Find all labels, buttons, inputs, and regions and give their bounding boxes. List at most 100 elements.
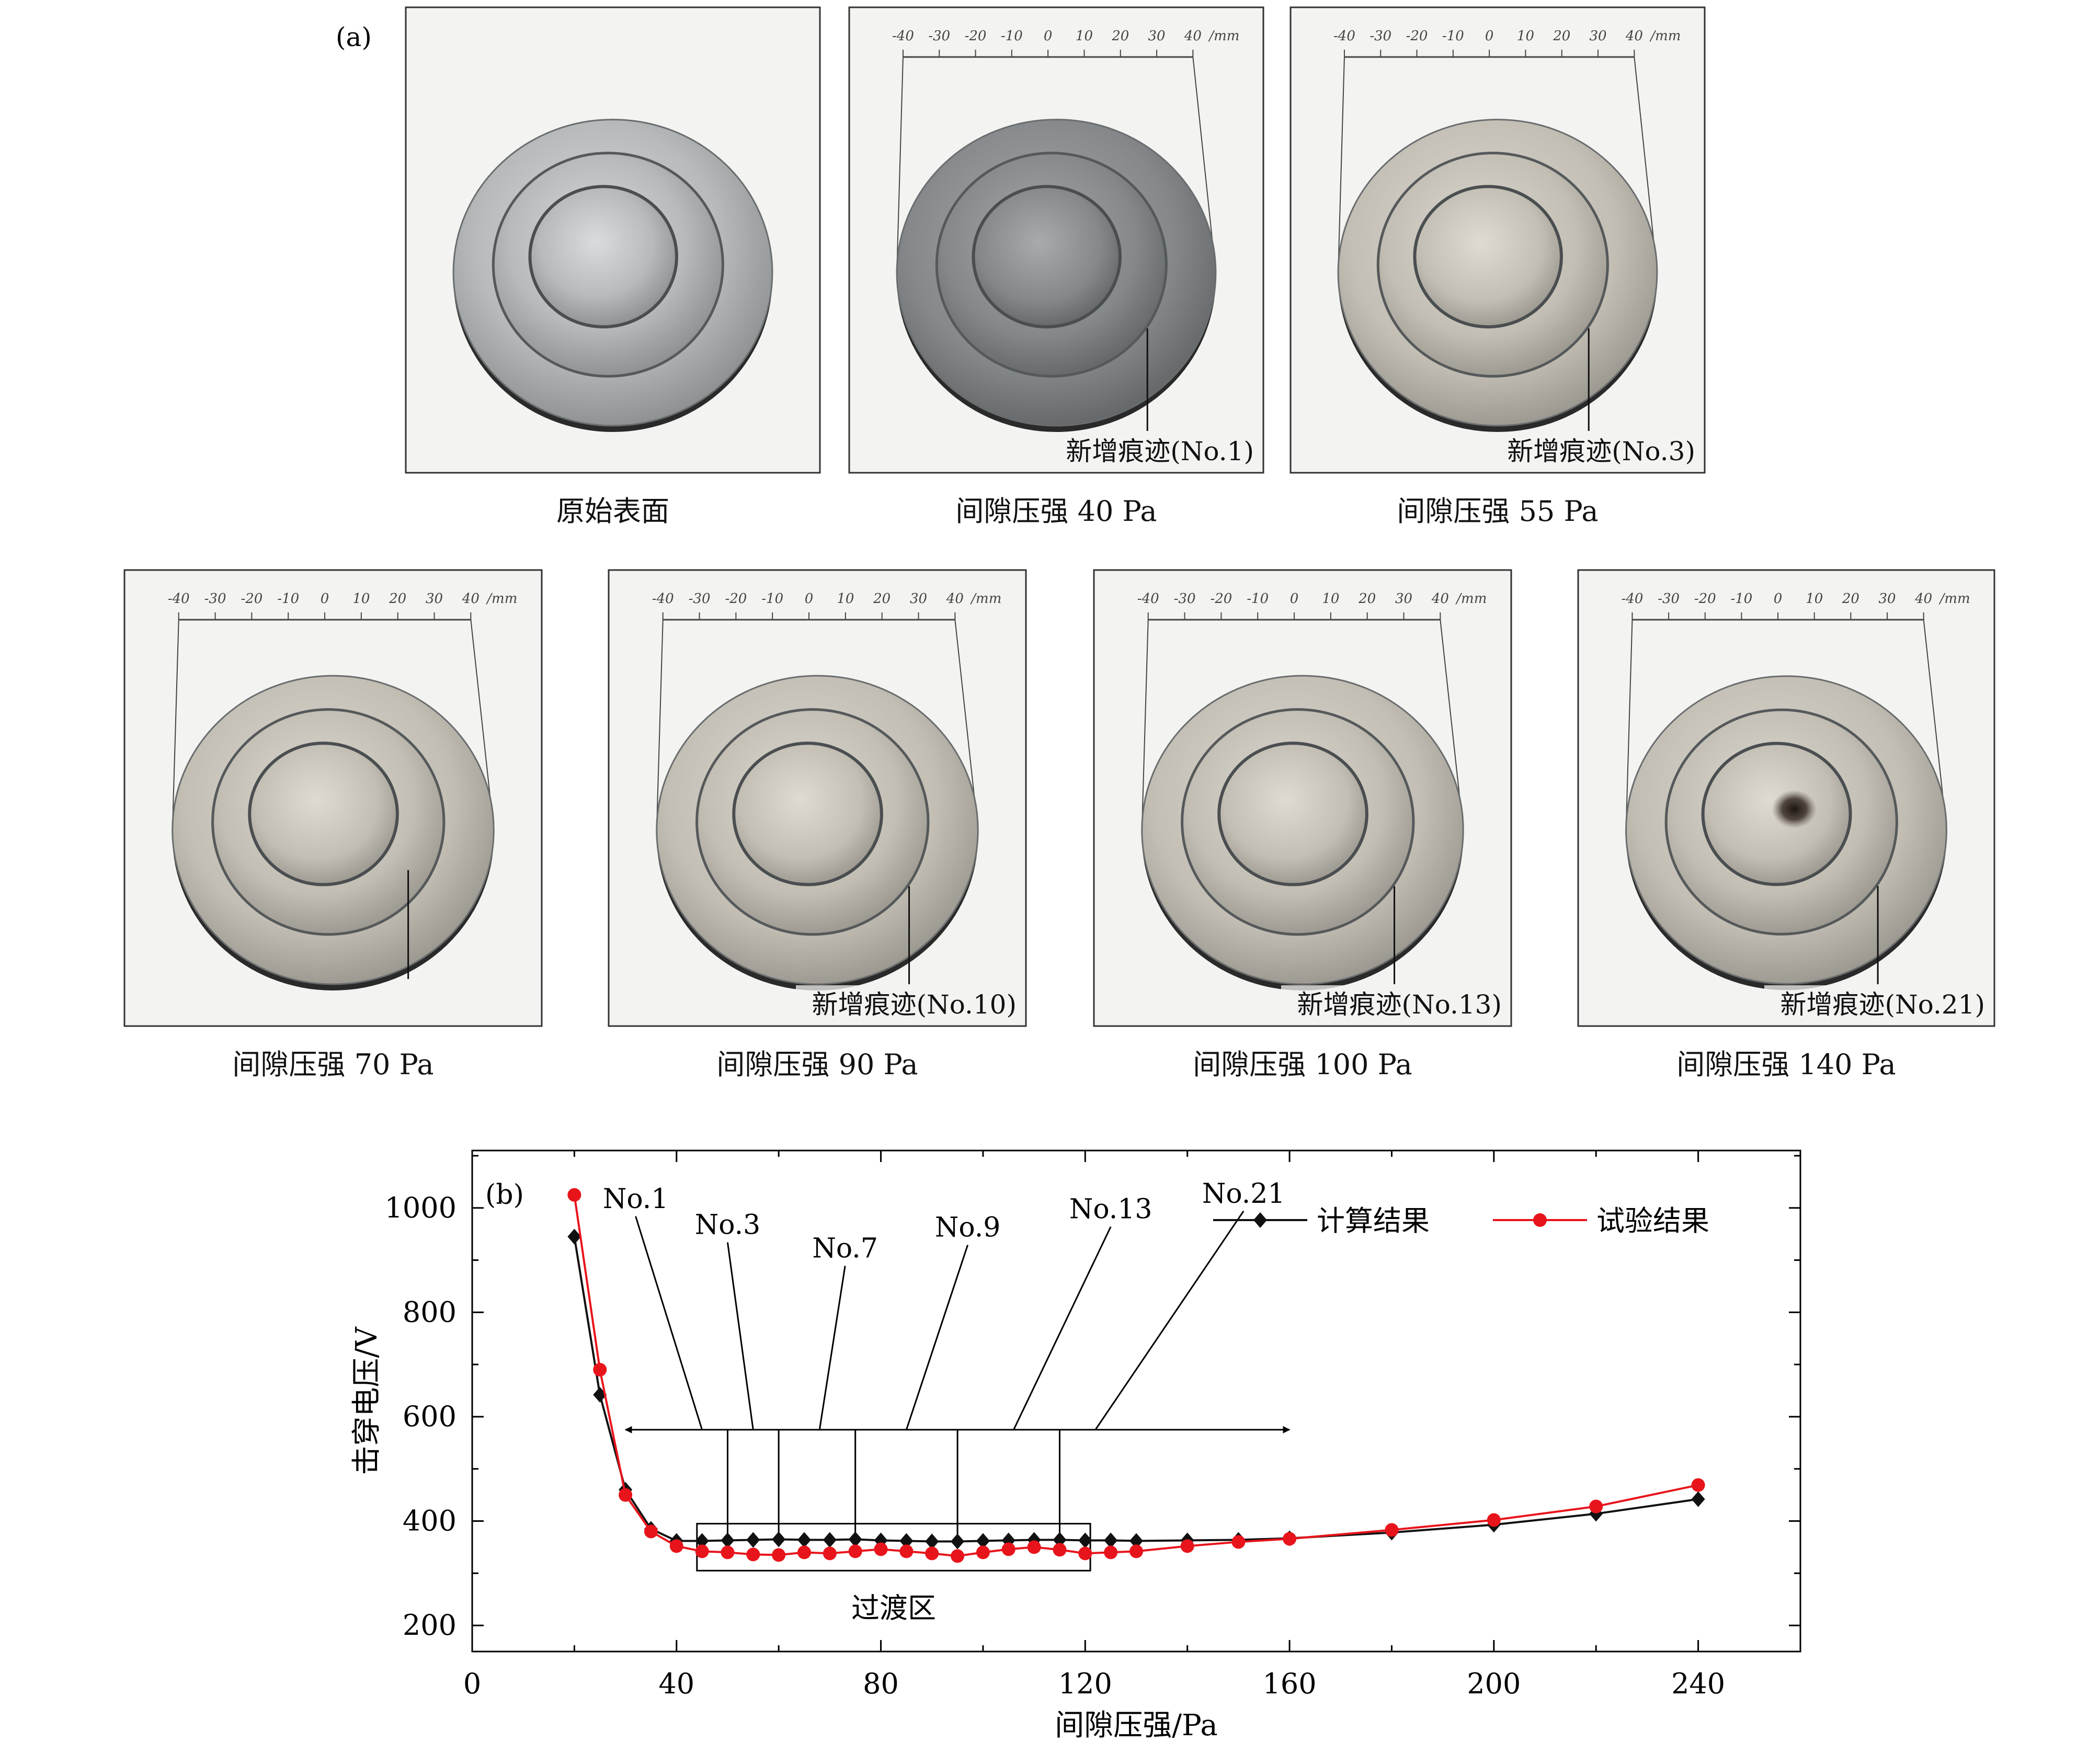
annotation-label: No.21: [1202, 1178, 1285, 1210]
ruler-tick-label: -20: [1406, 28, 1428, 44]
ruler-unit: /mm: [485, 591, 517, 607]
ruler-tick-label: 0: [1290, 591, 1299, 607]
ruler-tick-label: -40: [1137, 591, 1159, 607]
ruler-tick-label: -30: [928, 28, 950, 44]
data-point-exp: [1487, 1513, 1501, 1527]
data-point-calc: [951, 1533, 965, 1550]
ruler-tick-label: 30: [1878, 591, 1896, 607]
annotation-leader: [726, 1242, 754, 1430]
ruler-tick-label: 40: [462, 591, 480, 607]
ruler-tick-label: -10: [1730, 591, 1752, 607]
ruler-unit: /mm: [1207, 28, 1239, 44]
disc-top: [528, 185, 678, 328]
x-tick-label: 200: [1467, 1667, 1521, 1700]
note-backdrop: [796, 985, 1024, 1022]
ruler-guide-line: [1625, 619, 1633, 830]
data-point-exp: [874, 1542, 888, 1556]
panel-b-label: (b): [485, 1179, 524, 1211]
legend-marker: [1533, 1213, 1547, 1227]
ruler-tick-label: -30: [689, 591, 711, 607]
ruler-tick-label: 40: [1431, 591, 1449, 607]
data-point-calc: [1129, 1533, 1143, 1549]
ruler-tick-label: 10: [837, 591, 854, 607]
data-point-exp: [695, 1544, 709, 1558]
ruler-unit: /mm: [1649, 28, 1681, 44]
data-point-exp: [823, 1546, 837, 1561]
ruler-tick-label: -10: [1001, 28, 1023, 44]
ruler-tick-label: -30: [1174, 591, 1196, 607]
data-point-exp: [976, 1545, 990, 1559]
x-axis-label: 间隙压强/Pa: [1055, 1709, 1217, 1742]
data-point-exp: [1691, 1478, 1705, 1492]
data-point-exp: [1589, 1499, 1603, 1513]
data-point-calc: [695, 1533, 709, 1549]
burn-mark: [1772, 790, 1817, 828]
photo-note: 新增痕迹(No.1): [1066, 436, 1254, 466]
data-point-exp: [1053, 1543, 1067, 1557]
disc-top: [972, 185, 1122, 328]
ruler-tick-label: 10: [1322, 591, 1339, 607]
data-point-calc: [899, 1533, 914, 1549]
ruler-tick-label: -40: [1333, 28, 1355, 44]
data-point-calc: [567, 1228, 581, 1245]
photo-7: -40 -30 -20 -10 0 10 20 30 40/mm 新增痕迹(No.21) 间隙压强 …: [1577, 569, 1995, 1081]
data-point-exp: [1001, 1542, 1015, 1556]
data-point-calc: [976, 1533, 990, 1549]
x-tick-label: 240: [1671, 1667, 1725, 1700]
data-point-exp: [619, 1488, 633, 1502]
ruler-tick-label: -30: [204, 591, 226, 607]
ruler-tick-label: 20: [1111, 28, 1129, 44]
ruler-tick-label: -40: [892, 28, 914, 44]
ruler-tick-label: 30: [1590, 28, 1607, 44]
ruler-tick-label: -40: [168, 591, 190, 607]
y-tick-label: 400: [403, 1505, 456, 1538]
ruler-tick-label: 20: [1842, 591, 1859, 607]
ruler-unit: /mm: [969, 591, 1001, 607]
annotation-leader: [905, 1245, 969, 1430]
x-tick-label: 80: [863, 1667, 899, 1700]
photo-caption: 间隙压强 40 Pa: [955, 495, 1157, 528]
ruler-tick-label: -20: [1210, 591, 1232, 607]
y-axis-label: 击穿电压/V: [350, 1326, 384, 1475]
photo-note: 新增痕迹(No.13): [1297, 989, 1502, 1020]
x-tick-label: 160: [1263, 1667, 1317, 1700]
disc-top: [1217, 742, 1368, 886]
data-point-exp: [1180, 1539, 1194, 1553]
ruler-tick-label: -30: [1369, 28, 1391, 44]
ruler-tick-label: -20: [725, 591, 747, 607]
photo-2: -40 -30 -20 -10 0 10 20 30 40/mm 新增痕迹(No.1) 间隙压强 4…: [848, 6, 1264, 528]
data-point-exp: [925, 1546, 939, 1561]
legend-marker: [1253, 1212, 1267, 1228]
x-tick-label: 40: [658, 1667, 694, 1700]
data-point-exp: [746, 1547, 760, 1562]
annotation-label: No.13: [1069, 1194, 1152, 1225]
ruler-tick-label: -40: [652, 591, 674, 607]
data-point-exp: [721, 1545, 735, 1559]
ruler-guide-line: [1338, 56, 1345, 273]
photo-5: -40 -30 -20 -10 0 10 20 30 40/mm 新增痕迹(No.10) 间隙压强 …: [608, 569, 1027, 1081]
ruler-tick-label: 10: [1517, 28, 1534, 44]
ruler-tick-label: 40: [946, 591, 964, 607]
legend-label: 试验结果: [1596, 1204, 1709, 1237]
photo-note: 新增痕迹(No.21): [1780, 989, 1985, 1020]
ruler-tick-label: 0: [1485, 28, 1494, 44]
disc-top: [1413, 185, 1563, 328]
data-point-calc: [721, 1532, 735, 1549]
ruler-tick-label: -20: [965, 28, 987, 44]
data-point-exp: [848, 1544, 862, 1558]
ruler-tick-label: 10: [352, 591, 370, 607]
ruler-tick-label: -20: [241, 591, 262, 607]
data-point-exp: [1027, 1540, 1041, 1554]
data-point-exp: [797, 1545, 811, 1559]
disc-top: [248, 742, 399, 886]
ruler-tick-label: 40: [1914, 591, 1932, 607]
data-point-exp: [772, 1548, 786, 1562]
ruler-tick-label: -20: [1694, 591, 1716, 607]
data-point-exp: [1104, 1545, 1118, 1559]
data-point-exp: [951, 1549, 965, 1563]
legend-label: 计算结果: [1317, 1204, 1430, 1237]
photo-3: -40 -30 -20 -10 0 10 20 30 40/mm 新增痕迹(No.3) 间隙压强 5…: [1289, 6, 1706, 528]
data-point-exp: [899, 1544, 914, 1558]
data-point-calc: [1691, 1491, 1705, 1507]
